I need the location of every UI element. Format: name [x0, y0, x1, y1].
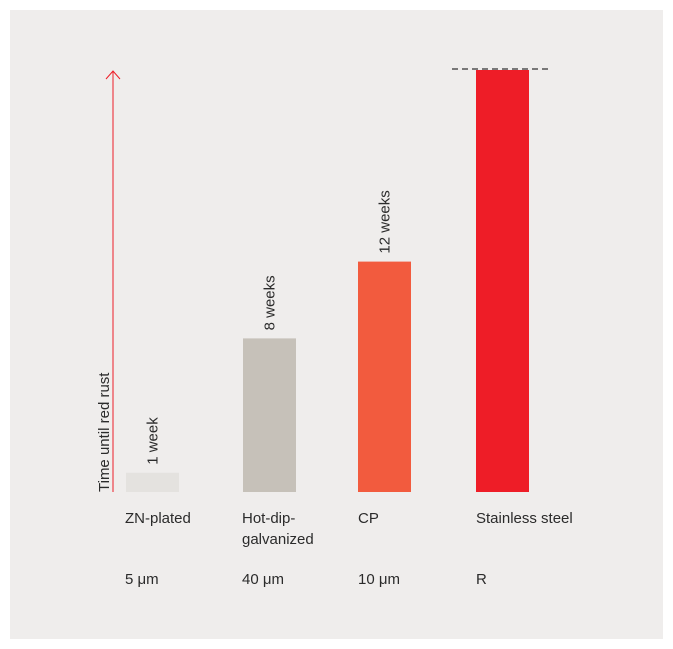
thickness-label-cp: 10 μm: [358, 571, 400, 588]
category-label-cp: CP: [358, 510, 379, 527]
bar-3: [476, 70, 529, 492]
category-label-hot-dip-galvanized: Hot-dip-galvanized: [242, 510, 314, 548]
value-label-1: 8 weeks: [262, 275, 279, 330]
value-label-0: 1 week: [145, 417, 162, 465]
category-label-stainless-steel: Stainless steel: [476, 510, 573, 527]
category-label-zn-plated: ZN-plated: [125, 510, 191, 527]
chart-panel: [10, 10, 663, 639]
y-axis-arrowhead: [105, 70, 121, 80]
thickness-label-stainless-steel: R: [476, 571, 487, 588]
value-label-2: 12 weeks: [377, 190, 394, 253]
bar-1: [243, 338, 296, 492]
y-axis-label: Time until red rust: [96, 372, 113, 492]
thickness-label-hot-dip-galvanized: 40 μm: [242, 571, 284, 588]
thickness-label-zn-plated: 5 μm: [125, 571, 159, 588]
bar-2: [358, 261, 411, 492]
bar-0: [126, 472, 179, 492]
